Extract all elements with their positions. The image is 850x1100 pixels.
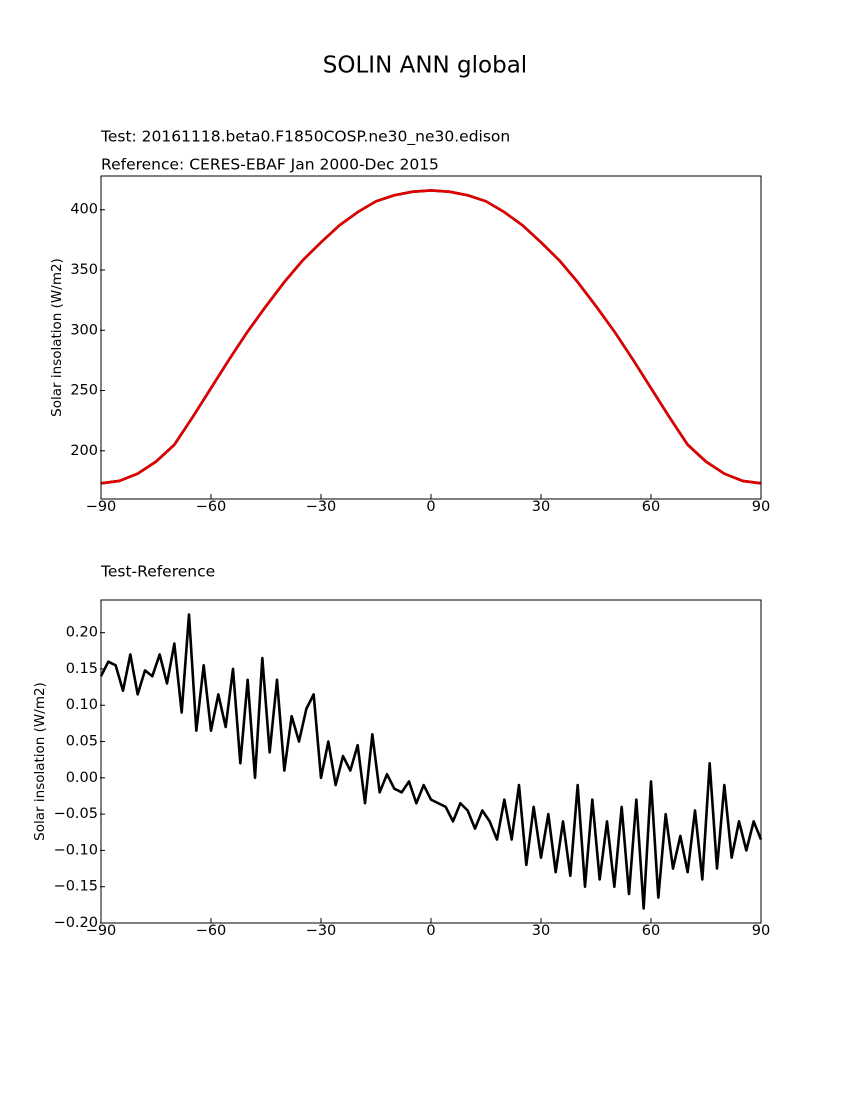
x-tick-label: 30 (532, 499, 550, 515)
y-tick-label: −0.05 (54, 806, 98, 822)
y-tick-label: 400 (70, 202, 98, 218)
x-tick-label: 30 (532, 923, 550, 939)
axes-frame (100, 599, 762, 924)
x-tick-label: 90 (752, 499, 770, 515)
y-tick-label: −0.20 (54, 915, 98, 931)
x-tick-label: −90 (86, 499, 117, 515)
x-tick-label: 90 (752, 923, 770, 939)
figure-title: SOLIN ANN global (323, 53, 527, 79)
y-tick-label: 350 (70, 262, 98, 278)
x-tick-label: −30 (306, 499, 337, 515)
series-title: Reference: CERES-EBAF Jan 2000-Dec 2015 (101, 156, 439, 174)
subplot-title: Test-Reference (100, 563, 215, 581)
data-line (100, 189, 762, 485)
y-tick-label: 0.00 (66, 770, 98, 786)
y-tick-label: 250 (70, 383, 98, 399)
y-tick-label: 0.15 (66, 661, 98, 677)
data-line (99, 613, 763, 910)
x-tick-label: 60 (642, 923, 660, 939)
x-tick-label: −60 (196, 499, 227, 515)
y-tick-label: −0.10 (54, 842, 98, 858)
series-title: Test: 20161118.beta0.F1850COSP.ne30_ne30… (100, 128, 510, 147)
x-tick-label: 60 (642, 499, 660, 515)
y-tick-label: −0.15 (54, 879, 98, 895)
y-axis-label: Solar insolation (W/m2) (49, 258, 65, 417)
x-tick-label: −30 (306, 923, 337, 939)
x-tick-label: 0 (426, 923, 435, 939)
x-tick-label: −60 (196, 923, 227, 939)
axes-frame (100, 175, 762, 500)
y-axis-label: Solar insolation (W/m2) (32, 682, 48, 841)
y-tick-label: 0.20 (66, 625, 98, 641)
y-tick-label: 0.05 (66, 734, 98, 750)
y-tick-label: 200 (70, 443, 98, 459)
y-tick-label: 0.10 (66, 697, 98, 713)
x-tick-label: −90 (86, 923, 117, 939)
x-tick-label: 0 (426, 499, 435, 515)
y-tick-label: 300 (70, 322, 98, 338)
